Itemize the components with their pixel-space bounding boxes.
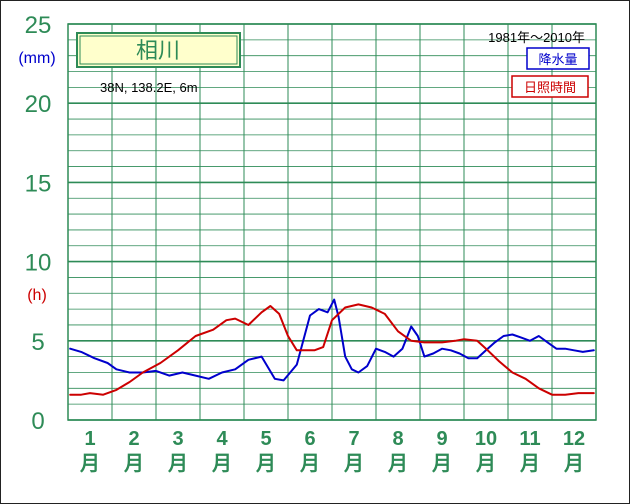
month-unit-label: 月 [79, 453, 100, 475]
legend-sun-box [511, 75, 589, 98]
month-unit-label: 月 [255, 453, 276, 475]
month-unit-label: 月 [387, 453, 408, 475]
y-tick-label: 25 [25, 12, 52, 39]
y-tick-label: 20 [25, 91, 52, 118]
grid [67, 23, 597, 421]
sunshine-series-line [69, 303, 595, 396]
legend-sun-label: 日照時間 [524, 81, 576, 96]
month-number-label: 2 [128, 428, 139, 450]
period-text: 1981年～2010年 [488, 30, 585, 45]
month-unit-label: 月 [563, 453, 584, 475]
month-unit-label: 月 [519, 453, 540, 475]
y-axis-ticks: 0 5 10 15 20 25 [25, 12, 52, 435]
month-number-label: 9 [436, 428, 447, 450]
month-number-label: 1 [84, 428, 95, 450]
month-number-label: 8 [392, 428, 403, 450]
month-unit-label: 月 [167, 453, 188, 475]
x-axis-ticks: 1 月 2 月 3 月 4 月 5 月 6 月 7 月 8 月 9 月 10 月 11 月 12 月 [79, 428, 585, 475]
legend-precip-label: 降水量 [538, 53, 577, 68]
month-number-label: 5 [260, 428, 271, 450]
month-number-label: 10 [475, 428, 497, 450]
series-lines [69, 298, 595, 396]
y-tick-label: 10 [25, 250, 52, 277]
month-unit-label: 月 [299, 453, 320, 475]
month-unit-label: 月 [475, 453, 496, 475]
legend-precip-box [526, 47, 590, 70]
y-tick-label: 5 [31, 329, 44, 356]
month-unit-label: 月 [211, 453, 232, 475]
plot-border [67, 23, 597, 421]
month-number-label: 11 [519, 428, 540, 450]
sun-unit-label: (h) [27, 287, 47, 304]
legend: 降水量 日照時間 [511, 47, 590, 98]
month-number-label: 12 [563, 428, 585, 450]
location-text: 38N, 138.2E, 6m [100, 80, 198, 95]
month-number-label: 3 [172, 428, 183, 450]
chart-title: 相川 [136, 39, 180, 64]
month-unit-label: 月 [123, 453, 144, 475]
y-tick-label: 0 [31, 408, 44, 435]
month-unit-label: 月 [343, 453, 364, 475]
month-number-label: 4 [216, 428, 228, 450]
month-number-label: 6 [304, 428, 315, 450]
y-tick-label: 15 [25, 170, 52, 197]
precip-series-line [69, 298, 595, 382]
month-number-label: 7 [348, 428, 359, 450]
precip-unit-label: (mm) [18, 50, 55, 67]
title-box: 相川 [76, 32, 241, 68]
month-unit-label: 月 [431, 453, 452, 475]
